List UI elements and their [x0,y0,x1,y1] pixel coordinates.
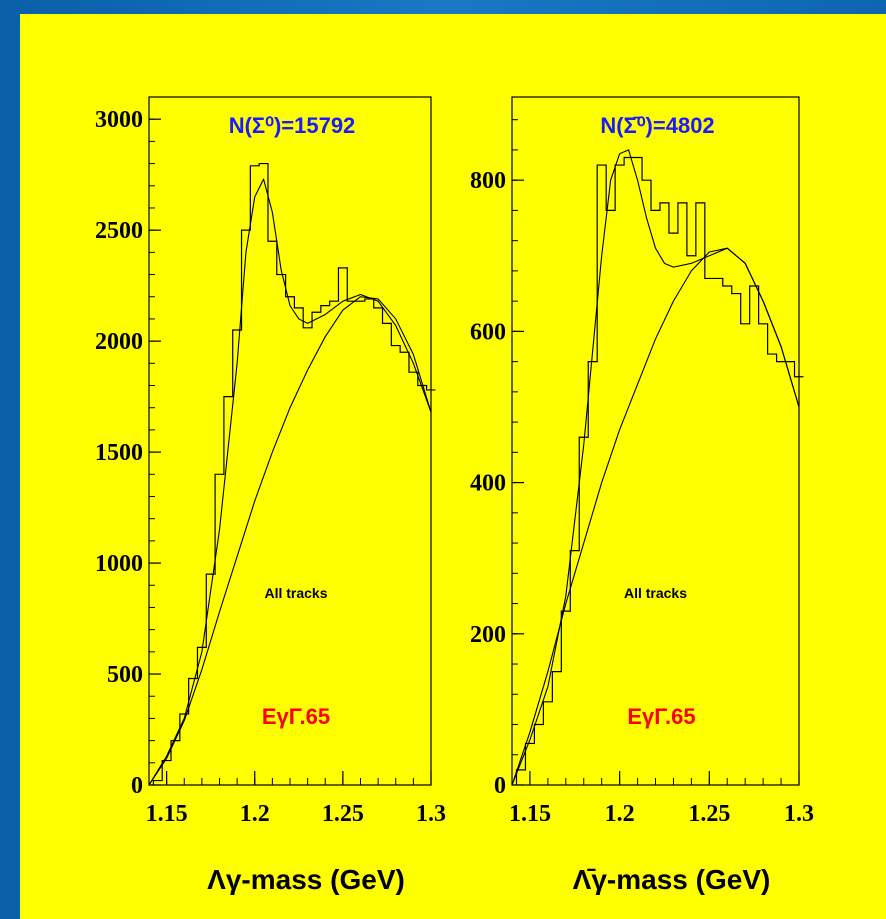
chart-2: 0 200 400 600 800 1.15 1.2 1.25 1.3 N(Σ̄⁰)=4802 Al… [470,96,814,895]
x-axis-title: Λγ-mass (GeV) [207,864,405,895]
x-tick-label: 1.2 [605,801,635,827]
x-tick-label: 1.15 [146,801,188,827]
histogram-series [152,162,436,785]
background-curve [148,296,432,786]
y-tick-label: 800 [470,168,506,194]
x-tick-label: 1.25 [688,801,730,827]
y-tick-label: 0 [494,773,506,799]
track-selection-label: All tracks [264,585,327,601]
x-tick-label: 1.25 [322,801,364,827]
signal-count-label: N(Σ̄⁰)=4802 [600,113,714,138]
background-curve [511,247,800,786]
y-tick-label: 3000 [95,107,143,133]
y-tick-label: 600 [470,319,506,345]
plot-frame [511,96,800,786]
x-axis-title: Λ̄γ-mass (GeV) [573,864,771,895]
y-tick-label: 1000 [95,551,143,577]
track-selection-label: All tracks [624,585,687,601]
y-tick-label: 2000 [95,329,143,355]
energy-cut-label: EγΓ.65 [262,704,330,729]
energy-cut-label: EγΓ.65 [627,704,695,729]
x-tick-label: 1.15 [509,801,551,827]
histogram-series [515,156,804,785]
chart-panel [20,14,886,919]
x-tick-label: 1.3 [784,801,814,827]
x-tick-label: 1.2 [240,801,270,827]
y-tick-label: 2500 [95,218,143,244]
y-tick-label: 500 [107,662,143,688]
chart-1: 0 500 1000 1500 2000 2500 3000 1.15 1.2 1.25 1.3 N(… [95,96,446,895]
plot-frame [148,96,432,786]
y-tick-label: 200 [470,622,506,648]
signal-count-label: N(Σ⁰)=15792 [229,113,356,138]
fit-curve [511,149,800,786]
fit-curve [148,178,432,786]
x-tick-label: 1.3 [416,801,446,827]
y-tick-label: 1500 [95,440,143,466]
y-tick-label: 0 [131,773,143,799]
y-tick-label: 400 [470,471,506,497]
